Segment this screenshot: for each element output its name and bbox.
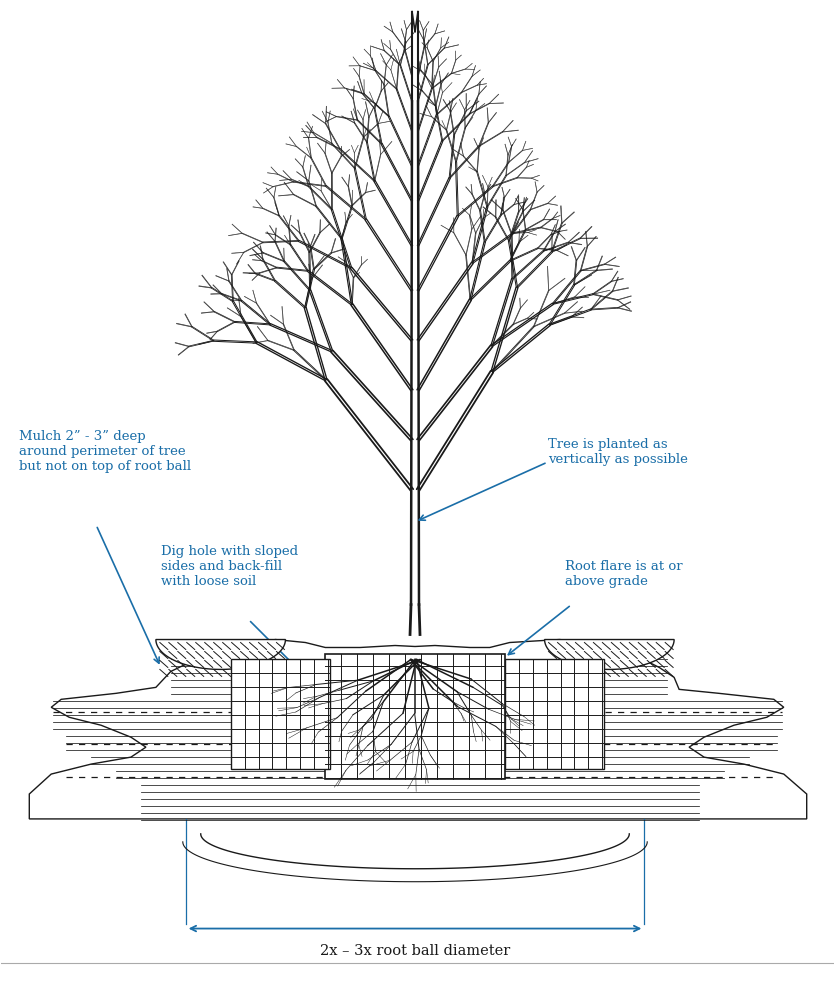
Text: Root flare is at or
above grade: Root flare is at or above grade — [564, 560, 682, 588]
Polygon shape — [156, 639, 286, 669]
Polygon shape — [544, 639, 674, 669]
Bar — [230, 659, 331, 769]
Polygon shape — [29, 639, 807, 819]
Bar — [504, 659, 605, 769]
Text: Dig hole with sloped
sides and back-fill
with loose soil: Dig hole with sloped sides and back-fill… — [161, 545, 298, 588]
Text: Tree is planted as
vertically as possible: Tree is planted as vertically as possibl… — [548, 438, 687, 466]
Bar — [326, 654, 504, 779]
Text: Mulch 2” - 3” deep
around perimeter of tree
but not on top of root ball: Mulch 2” - 3” deep around perimeter of t… — [19, 430, 191, 474]
Text: 2x – 3x root ball diameter: 2x – 3x root ball diameter — [320, 943, 510, 957]
